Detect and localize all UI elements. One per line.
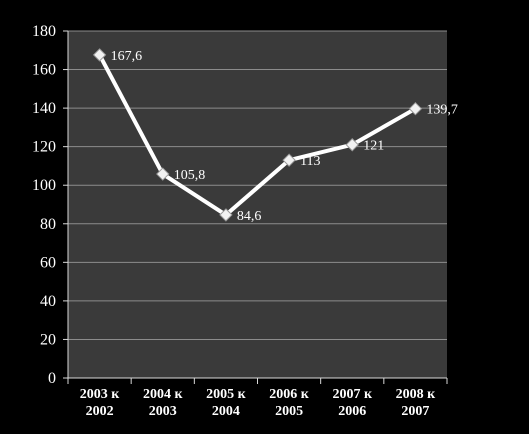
data-label: 113	[300, 154, 320, 169]
y-tick-label: 100	[32, 177, 56, 194]
data-point-marker	[219, 208, 233, 222]
y-tick-label: 20	[40, 331, 56, 348]
x-tick-label-line: 2005	[275, 404, 303, 419]
y-axis-ticks: 0 20 40 60 80 100 120 140 160 180	[32, 23, 68, 387]
y-tick-label: 180	[32, 23, 56, 40]
data-label: 139,7	[426, 103, 458, 118]
x-tick-label-line: 2002	[86, 404, 114, 419]
x-tick-label: 2005 к 2004	[206, 387, 247, 419]
series-group	[92, 48, 423, 222]
x-tick-label-line: 2003	[149, 404, 177, 419]
x-tick-label: 2008 к 2007	[396, 387, 437, 419]
x-tick-label-line: 2007 к	[332, 387, 373, 402]
data-labels: 167,6 105,8 84,6 113 121 139,7	[111, 49, 458, 224]
y-tick-label: 80	[40, 216, 56, 233]
x-tick-label-line: 2008 к	[396, 387, 437, 402]
data-point-marker	[345, 138, 359, 152]
x-tick-label: 2006 к 2005	[269, 387, 310, 419]
y-tick-label: 140	[32, 100, 56, 117]
x-tick-label-line: 2007	[401, 404, 429, 419]
x-tick-label: 2003 к 2002	[80, 387, 121, 419]
data-point-marker	[92, 48, 107, 62]
data-point-marker	[408, 101, 423, 116]
data-point-marker	[156, 167, 170, 181]
x-axis: 2003 к 2002 2004 к 2003 2005 к 2004 2006 к 2005…	[67, 31, 448, 419]
x-tick-label: 2004 к 2003	[143, 387, 184, 419]
x-tick-label: 2007 к 2006	[332, 387, 373, 419]
data-point-marker	[282, 153, 296, 167]
y-tick-label: 160	[32, 62, 56, 79]
x-tick-label-line: 2006 к	[269, 387, 310, 402]
x-tick-label-line: 2006	[338, 404, 366, 419]
data-label: 167,6	[111, 49, 143, 64]
data-label: 121	[363, 139, 384, 154]
x-tick-label-line: 2004 к	[143, 387, 184, 402]
y-tick-label: 0	[48, 370, 56, 387]
data-label: 84,6	[237, 209, 262, 224]
x-tick-label-line: 2003 к	[80, 387, 121, 402]
data-label: 105,8	[174, 168, 206, 183]
plot-area	[68, 31, 447, 378]
y-tick-label: 40	[40, 293, 56, 310]
x-tick-label-line: 2005 к	[206, 387, 247, 402]
series-line	[97, 52, 418, 217]
y-tick-label: 60	[40, 254, 56, 271]
y-tick-label: 120	[32, 139, 56, 156]
x-tick-label-line: 2004	[212, 404, 240, 419]
